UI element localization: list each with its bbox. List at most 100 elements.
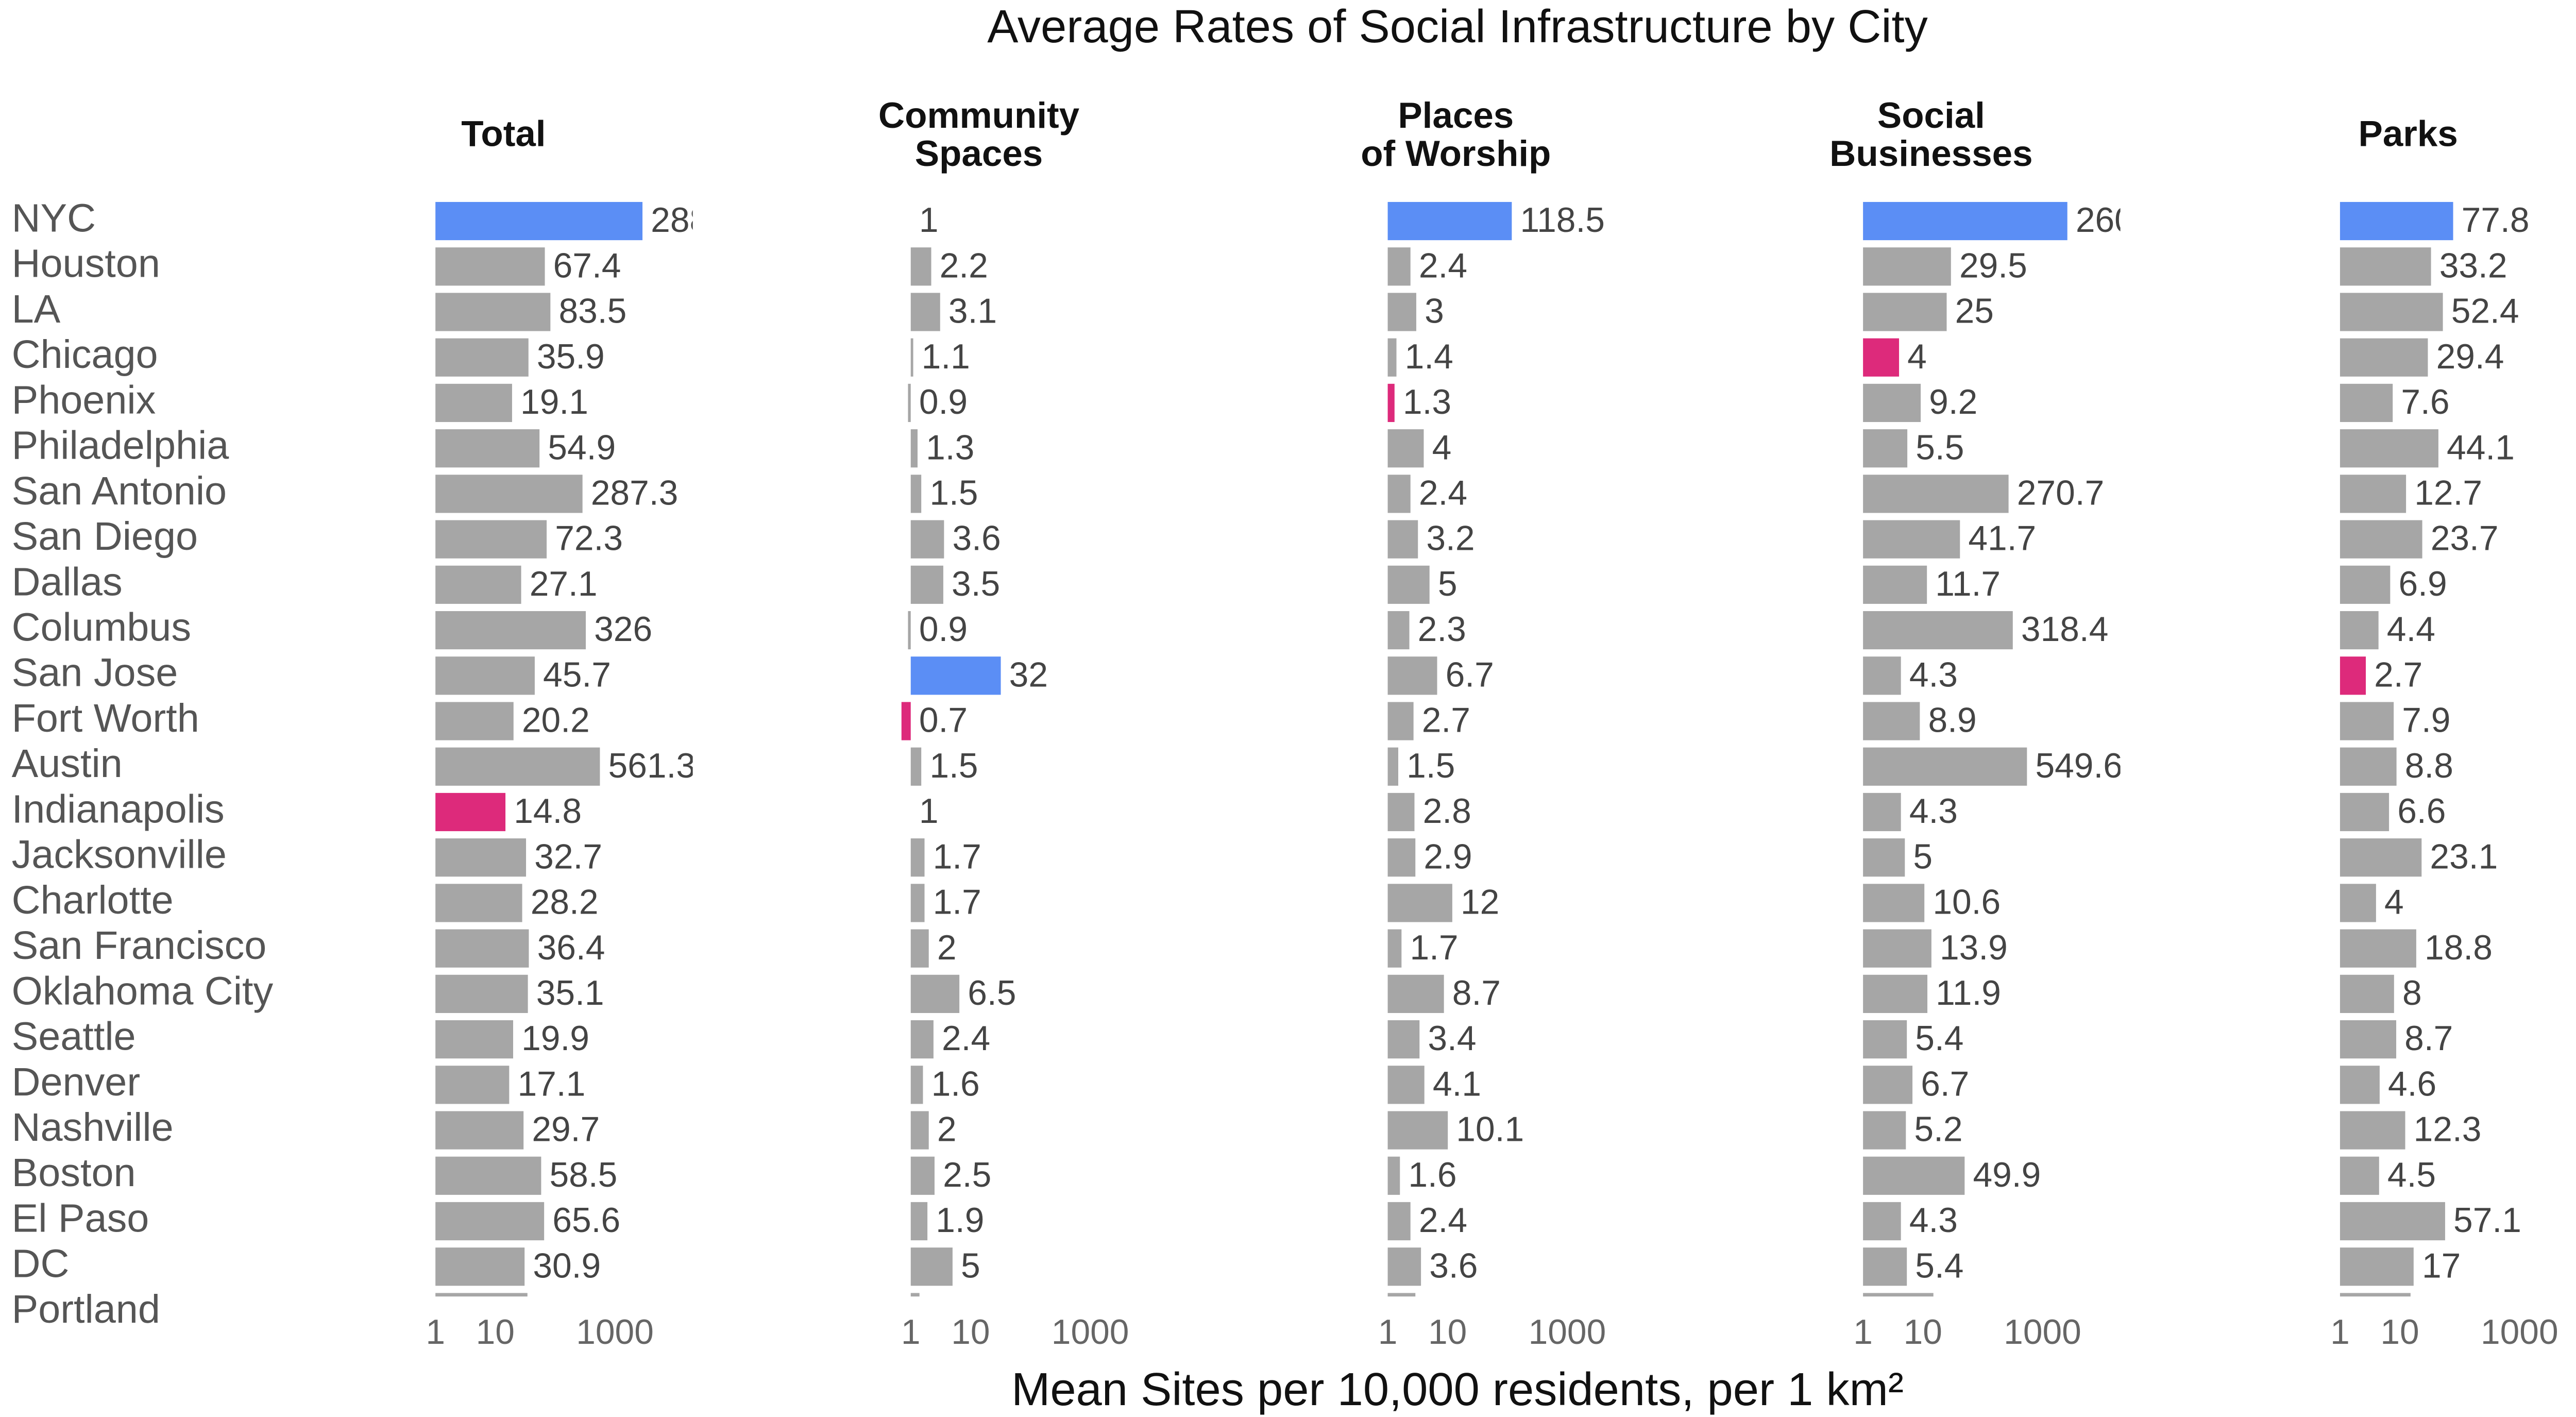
bar <box>1387 1111 1448 1150</box>
bar <box>910 247 931 286</box>
value-label: 4 <box>1432 428 1452 467</box>
bar <box>910 884 925 922</box>
bar <box>910 1202 928 1241</box>
bar <box>2340 1111 2405 1150</box>
bar <box>901 702 911 740</box>
value-label: 5.5 <box>1916 428 1964 467</box>
x-tick-label: 1000 <box>2004 1313 2081 1352</box>
value-label: 1.6 <box>1408 1156 1456 1194</box>
value-label: 12.3 <box>2414 1110 2482 1149</box>
bar <box>2340 338 2428 377</box>
bar <box>910 929 929 968</box>
category-label: Columbus <box>12 605 191 650</box>
value-label: 3.2 <box>1426 519 1475 558</box>
value-label: 11.7 <box>1935 565 2001 603</box>
bar <box>1863 656 1901 695</box>
value-label: 2888 <box>651 201 728 240</box>
bar <box>435 1111 524 1150</box>
x-tick-label: 10 <box>2380 1313 2419 1352</box>
bar <box>2340 702 2394 740</box>
value-label: 20.2 <box>522 701 590 740</box>
value-label: 4.3 <box>1909 792 1958 831</box>
value-label: 549.6 <box>2035 747 2123 785</box>
value-label: 1.5 <box>929 474 978 513</box>
bar <box>910 565 943 604</box>
value-label: 1 <box>919 792 939 831</box>
value-label: 72.3 <box>555 519 623 558</box>
bar <box>2340 1066 2380 1104</box>
bar <box>435 792 506 832</box>
bar <box>435 293 551 331</box>
x-tick-label: 10 <box>951 1313 990 1352</box>
bar <box>1387 974 1444 1013</box>
bar <box>1863 429 1908 468</box>
x-axis-label: Mean Sites per 10,000 residents, per 1 k… <box>1011 1363 1904 1415</box>
value-label: 287.3 <box>591 474 679 513</box>
bar <box>910 838 925 877</box>
value-label: 32 <box>1009 655 1048 694</box>
category-label: Indianapolis <box>12 787 225 831</box>
value-label: 5 <box>961 1246 980 1285</box>
bar <box>2340 974 2394 1013</box>
bar <box>435 1247 525 1286</box>
bar <box>910 338 913 377</box>
bar <box>1387 1156 1400 1195</box>
bar <box>2340 293 2443 331</box>
value-label: 29.5 <box>1959 246 2027 285</box>
value-label: 5 <box>1438 565 1458 603</box>
bar <box>1387 656 1437 695</box>
bar <box>910 1247 953 1286</box>
value-label: 7.6 <box>2401 383 2449 421</box>
panel-title: Social <box>1877 95 1985 136</box>
value-label: 8.8 <box>2405 747 2453 785</box>
bar <box>1863 611 2013 650</box>
bar <box>435 520 547 559</box>
bar <box>1387 929 1402 968</box>
value-label: 45.7 <box>543 655 611 694</box>
category-label: Portland <box>12 1287 160 1331</box>
value-label: 6.7 <box>1921 1065 1969 1103</box>
value-label: 29.7 <box>532 1110 600 1149</box>
bar <box>1387 429 1424 468</box>
category-label: El Paso <box>12 1196 149 1240</box>
value-label: 1.7 <box>933 837 981 876</box>
category-label: Jacksonville <box>12 833 227 877</box>
bar <box>1863 565 1927 604</box>
x-tick-label: 1 <box>1853 1313 1873 1352</box>
value-label: 28.2 <box>531 883 599 922</box>
value-label: 0.9 <box>919 610 968 649</box>
value-label: 270.7 <box>2017 474 2105 513</box>
bar <box>2340 1020 2397 1059</box>
bar <box>1387 1247 1421 1286</box>
value-label: 1.3 <box>926 428 974 467</box>
bar <box>1863 1247 1907 1286</box>
panel-title: Parks <box>2359 113 2458 154</box>
value-label: 2.7 <box>1422 701 1470 740</box>
value-label: 1.5 <box>929 747 978 785</box>
panel: 2600 29.5 25 49.2 5.5 270.7 41.7 11.7 318.4 4.3 8.… <box>1863 201 2154 1331</box>
bar <box>1387 565 1430 604</box>
bar <box>1863 201 2067 241</box>
category-label: Houston <box>12 242 160 286</box>
bar <box>1387 747 1398 786</box>
value-label: 3 <box>1425 292 1444 331</box>
x-tick-label: 1 <box>1378 1313 1398 1352</box>
value-label: 10.1 <box>1456 1110 1524 1149</box>
x-tick-label: 1 <box>426 1313 445 1352</box>
bar <box>435 429 540 468</box>
bar <box>910 475 922 513</box>
bar <box>1387 1066 1425 1104</box>
value-label: 2.4 <box>1419 474 1467 513</box>
value-label: 4.3 <box>1909 655 1958 694</box>
value-label: 0.9 <box>919 383 968 421</box>
category-label: San Antonio <box>12 469 227 513</box>
value-label: 2.4 <box>1419 246 1467 285</box>
bar <box>1387 247 1411 286</box>
category-label: Oklahoma City <box>12 969 274 1013</box>
bar <box>435 1202 545 1241</box>
value-label: 15 <box>1942 1292 1980 1331</box>
value-label: 83.5 <box>558 292 626 331</box>
value-label: 2600 <box>2076 201 2154 240</box>
category-label: DC <box>12 1242 70 1286</box>
